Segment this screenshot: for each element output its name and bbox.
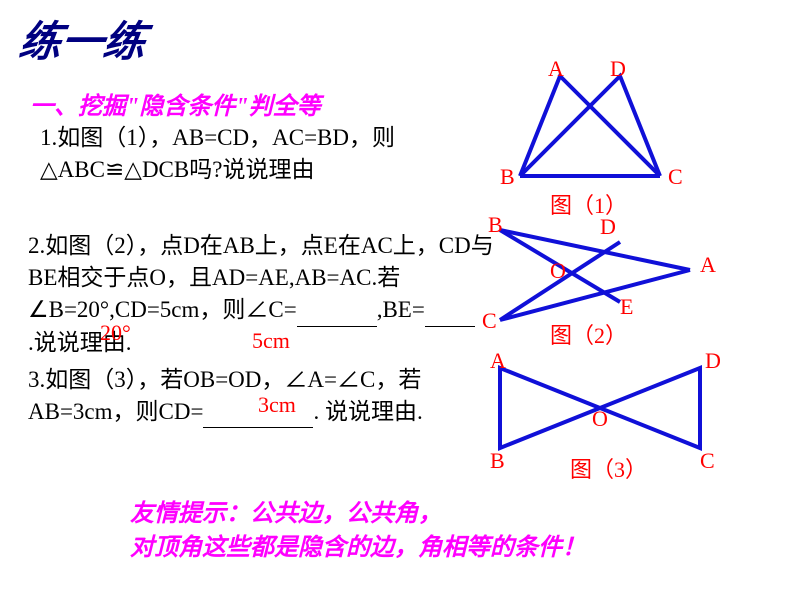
hint-line1: 友情提示：公共边，公共角， — [130, 501, 442, 527]
fig2-label-E: E — [620, 294, 633, 320]
hint-line2: 对顶角这些都是隐含的边，角相等的条件！ — [130, 535, 586, 561]
problem1-line2: △ABC≌△DCB吗?说说理由 — [40, 157, 314, 182]
fig3-label-C: C — [700, 448, 715, 474]
section-title: 一、挖掘"隐含条件"判全等 — [30, 86, 321, 121]
blank-be — [425, 305, 475, 327]
fig3-caption: 图（3） — [570, 452, 647, 484]
problem1-line1: 1.如图（1），AB=CD，AC=BD，则 — [40, 125, 395, 150]
fig3-label-B: B — [490, 448, 505, 474]
problem2-line3-pre: ∠B=20°,CD=5cm，则∠C= — [28, 297, 297, 322]
answer-length-be: 5cm — [252, 328, 290, 354]
fig1-label-A: A — [548, 56, 564, 82]
fig3-label-D: D — [705, 348, 721, 374]
problem1-text: 1.如图（1），AB=CD，AC=BD，则 △ABC≌△DCB吗?说说理由 — [40, 122, 395, 186]
blank-angle-c — [297, 305, 377, 327]
problem3-line1: 3.如图（3），若OB=OD，∠A=∠C，若 — [28, 367, 421, 392]
answer-angle: 20° — [100, 320, 131, 346]
fig2-label-O: O — [550, 258, 566, 284]
fig1-label-D: D — [610, 56, 626, 82]
fig2-label-C: C — [482, 308, 497, 334]
answer-cd: 3cm — [258, 392, 296, 418]
problem3-line2-pre: AB=3cm，则CD= — [28, 399, 203, 424]
hint-text: 友情提示：公共边，公共角， 对顶角这些都是隐含的边，角相等的条件！ — [130, 498, 586, 565]
fig2-caption: 图（2） — [550, 318, 627, 350]
problem2-line3-mid: ,BE= — [377, 297, 425, 322]
fig3-label-A: A — [490, 348, 506, 374]
fig1-label-C: C — [668, 164, 683, 190]
fig2-label-D: D — [600, 214, 616, 240]
problem3-line2-post: . 说说理由. — [313, 399, 422, 424]
title-decoration: 练一练 — [16, 8, 151, 69]
fig2-label-B: B — [488, 212, 503, 238]
fig1-label-B: B — [500, 164, 515, 190]
fig2-label-A: A — [700, 252, 716, 278]
problem2-line1: 2.如图（2），点D在AB上，点E在AC上，CD与 — [28, 233, 494, 258]
fig3-label-O: O — [592, 406, 608, 432]
problem2-line2: BE相交于点O，且AD=AE,AB=AC.若 — [28, 265, 400, 290]
